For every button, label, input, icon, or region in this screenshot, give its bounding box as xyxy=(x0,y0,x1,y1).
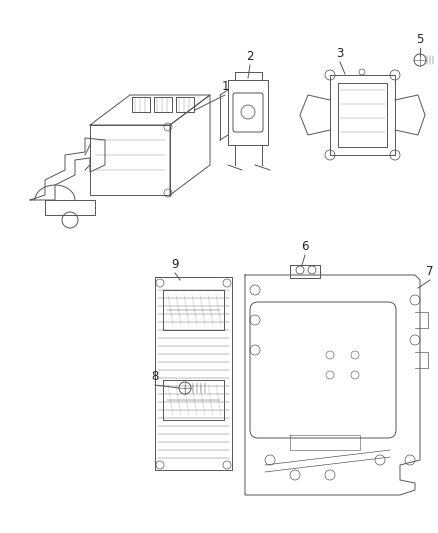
Text: 2: 2 xyxy=(246,50,254,63)
Text: 5: 5 xyxy=(416,33,424,46)
Text: 8: 8 xyxy=(151,370,159,383)
Text: 7: 7 xyxy=(426,265,434,278)
Text: 1: 1 xyxy=(221,80,229,93)
Text: 3: 3 xyxy=(336,47,344,60)
Text: 9: 9 xyxy=(171,258,179,271)
Text: 6: 6 xyxy=(301,240,309,253)
